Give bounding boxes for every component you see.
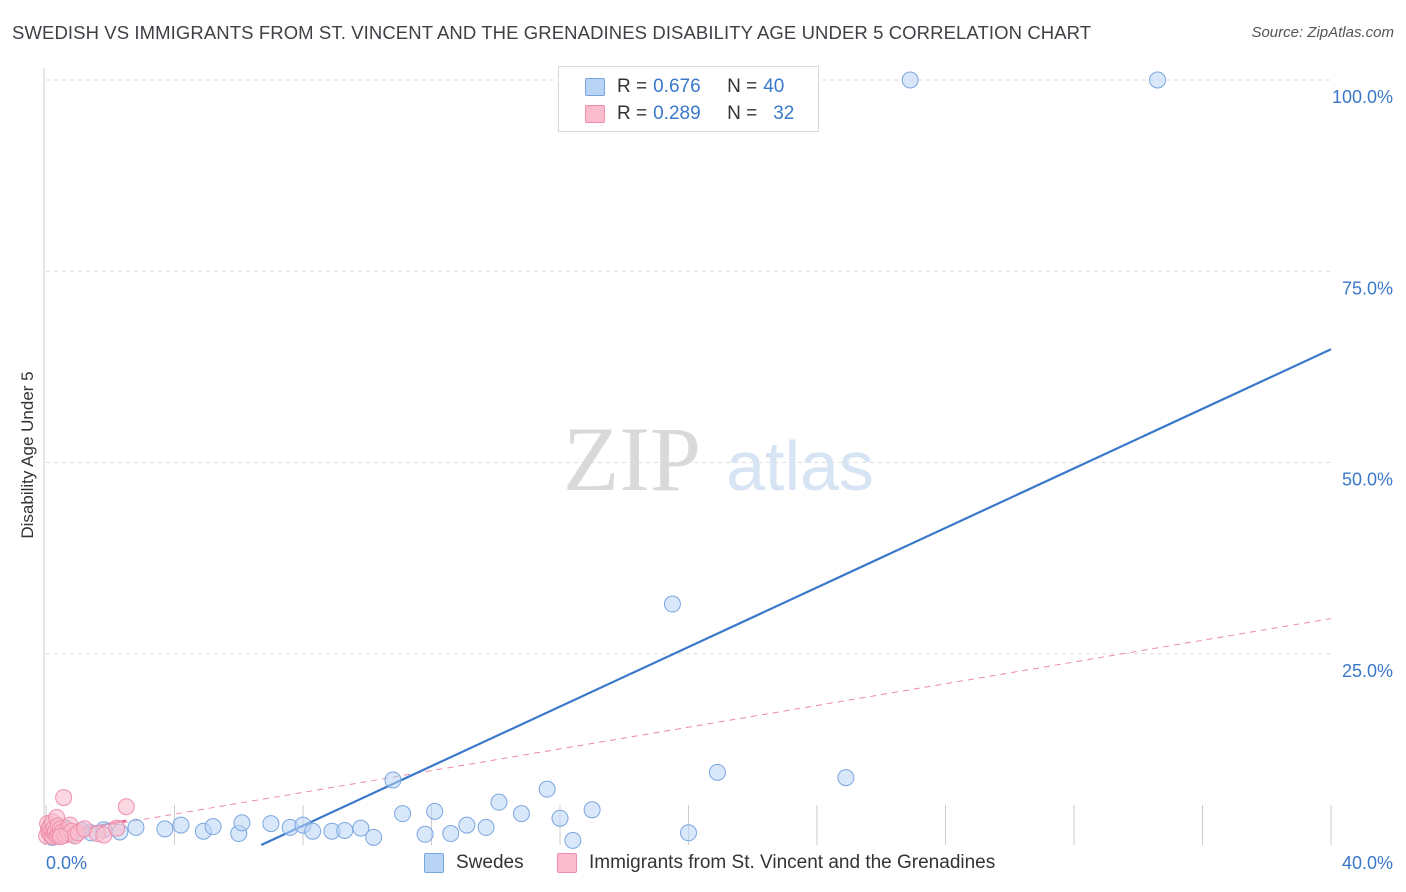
series-legend: Swedes Immigrants from St. Vincent and t… (0, 852, 1406, 878)
legend-n-label: N = (727, 103, 758, 124)
data-point-swedes (394, 805, 412, 823)
y-tick-label: 75.0% (1342, 278, 1393, 298)
source-label: Source: ZipAtlas.com (1251, 24, 1394, 41)
data-point-swedes (564, 831, 582, 849)
data-point-swedes (490, 793, 508, 811)
data-point-swedes (477, 818, 495, 836)
legend-r-label: R = (617, 76, 648, 97)
data-point-swedes (127, 818, 145, 836)
chart-title: SWEDISH VS IMMIGRANTS FROM ST. VINCENT A… (12, 22, 1092, 43)
data-point-swedes (156, 820, 174, 838)
points-layer (38, 71, 1167, 849)
stats-legend: R = 0.676 N = 40 R = 0.289 N = 32 (558, 66, 819, 132)
legend-row-swedes: R = 0.676 N = 40 (585, 74, 784, 100)
data-point-swedes (837, 769, 855, 787)
data-point-immigrants (108, 819, 126, 837)
data-point-swedes (680, 824, 697, 842)
data-point-swedes (442, 825, 460, 843)
data-point-swedes (901, 71, 919, 89)
legend-n-value: 40 (763, 76, 785, 97)
series-legend-swedes: Swedes (424, 852, 524, 874)
data-point-swedes (458, 816, 476, 834)
x-tick-label: 40.0% (1342, 853, 1393, 873)
x-tick-label: 0.0% (46, 853, 87, 873)
series-legend-swedes-label: Swedes (456, 852, 524, 873)
legend-swatch-blue (585, 78, 605, 96)
data-point-immigrants (55, 789, 73, 807)
trend-line-immigrants-dashed (45, 618, 1332, 837)
y-tick-label: 100.0% (1332, 87, 1393, 107)
data-point-swedes (538, 780, 556, 798)
data-point-swedes (551, 809, 569, 827)
legend-r-value: 0.289 (653, 103, 701, 124)
y-tick-label: 50.0% (1342, 470, 1393, 490)
data-point-immigrants (51, 828, 69, 846)
series-swatch-pink (557, 853, 577, 873)
legend-n-label: N = (727, 76, 758, 97)
series-legend-immigrants-label: Immigrants from St. Vincent and the Gren… (589, 852, 996, 873)
grid-layer (46, 79, 1331, 655)
axis-layer: 25.0% 50.0% 75.0% 100.0% 0.0% 40.0% (43, 68, 1393, 873)
data-point-swedes (233, 814, 251, 832)
data-point-swedes (1149, 71, 1167, 89)
series-swatch-blue (424, 853, 444, 873)
watermark-atlas: atlas (726, 427, 874, 505)
data-point-swedes (204, 818, 222, 836)
data-point-swedes (708, 763, 726, 781)
data-point-swedes (365, 828, 383, 846)
data-point-swedes (416, 825, 434, 843)
legend-row-immigrants: R = 0.289 N = 32 (585, 101, 794, 127)
series-legend-immigrants: Immigrants from St. Vincent and the Gren… (557, 852, 995, 874)
data-point-swedes (583, 801, 601, 819)
data-point-swedes (336, 821, 354, 839)
watermark-zip: ZIP (563, 408, 701, 510)
y-tick-label: 25.0% (1342, 661, 1393, 681)
data-point-immigrants (117, 798, 135, 816)
data-point-swedes (304, 822, 322, 840)
legend-n-value: 32 (773, 103, 795, 124)
trend-line-swedes (260, 348, 1332, 846)
watermark: ZIP atlas (563, 408, 874, 510)
legend-swatch-pink (585, 105, 605, 123)
data-point-swedes (663, 595, 681, 613)
y-axis-label: Disability Age Under 5 (18, 371, 37, 538)
data-point-swedes (262, 815, 280, 833)
data-point-swedes (172, 816, 190, 834)
legend-r-label: R = (617, 103, 648, 124)
legend-r-value: 0.676 (653, 76, 701, 97)
data-point-swedes (426, 802, 444, 820)
data-point-swedes (384, 771, 402, 789)
data-point-swedes (352, 819, 370, 837)
data-point-swedes (512, 805, 530, 823)
